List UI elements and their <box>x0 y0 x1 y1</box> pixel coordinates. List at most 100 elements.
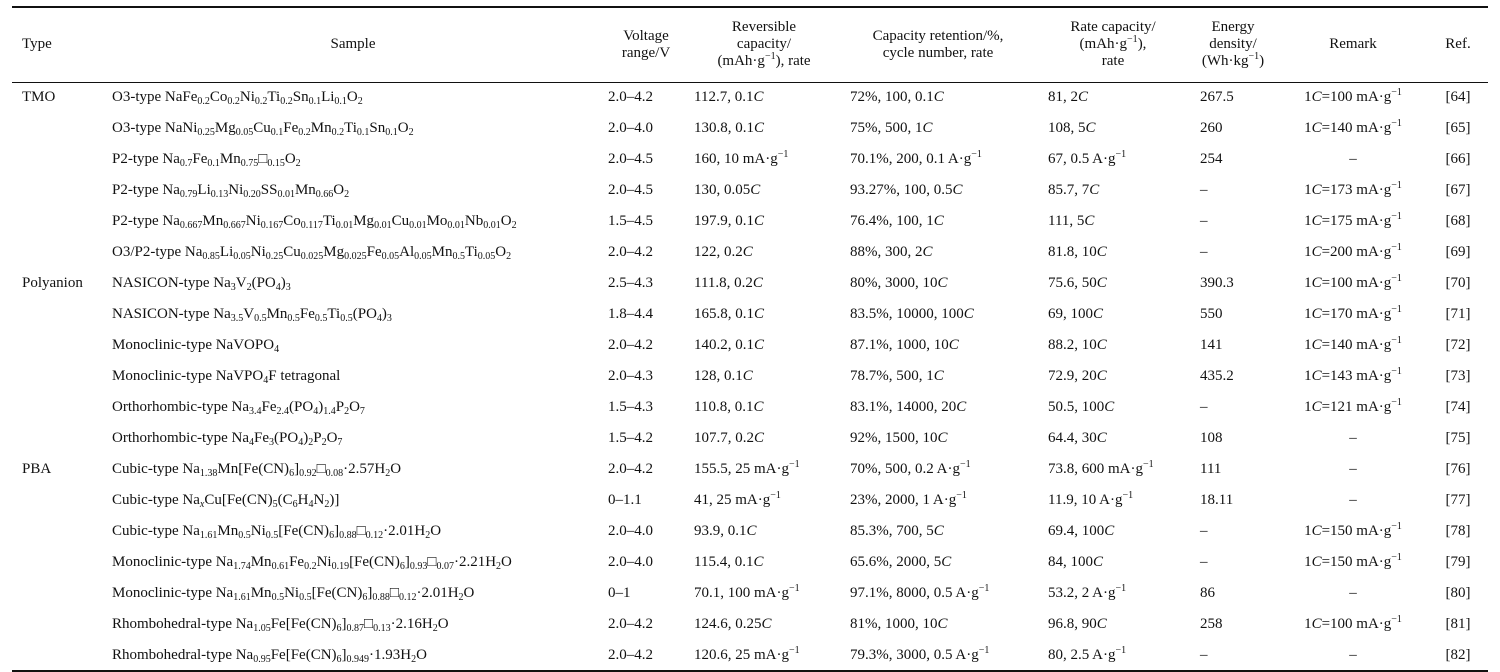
cell-capacity-retention: 87.1%, 1000, 10C <box>850 337 959 353</box>
cell-energy-density: 18.11 <box>1200 492 1234 508</box>
cell-energy-density: – <box>1200 182 1208 198</box>
table-row: Rhombohedral-type Na0.95Fe[Fe(CN)6]0.949… <box>12 640 1488 671</box>
cell-voltage: 0–1.1 <box>608 492 642 508</box>
table-row: Rhombohedral-type Na1.05Fe[Fe(CN)6]0.87□… <box>12 609 1488 640</box>
cell-capacity-retention: 92%, 1500, 10C <box>850 430 948 446</box>
cell-ref: [69] <box>1445 244 1471 260</box>
table-row: PBA Cubic-type Na1.38Mn[Fe(CN)6]0.92□0.08… <box>12 454 1488 485</box>
header-sample: Sample <box>330 36 376 53</box>
cell-sample: Rhombohedral-type Na0.95Fe[Fe(CN)6]0.949… <box>112 646 427 665</box>
table-row: P2-type Na0.7Fe0.1Mn0.75□0.15O2 2.0–4.5 16… <box>12 144 1488 175</box>
cell-capacity-retention: 88%, 300, 2C <box>850 244 933 260</box>
cell-ref: [75] <box>1445 430 1471 446</box>
cell-energy-density: 267.5 <box>1200 89 1234 106</box>
cell-ref: [66] <box>1445 151 1471 167</box>
cell-reversible-capacity: 41, 25 mA·g−1 <box>694 490 781 509</box>
cell-rate-capacity: 81.8, 10C <box>1048 244 1107 260</box>
cell-sample: Monoclinic-type Na1.74Mn0.61Fe0.2Ni0.19[… <box>112 554 512 572</box>
table-row: Polyanion NASICON-type Na3V2(PO4)3 2.5–4.3… <box>12 268 1488 299</box>
cell-type <box>12 516 104 547</box>
cell-sample: NASICON-type Na3V2(PO4)3 <box>112 275 291 293</box>
cell-type <box>12 361 104 392</box>
header-energy-density: Energy density/(Wh·kg−1) <box>1201 19 1265 70</box>
cell-sample: O3/P2-type Na0.85Li0.05Ni0.25Cu0.025Mg0.… <box>112 244 512 262</box>
cell-remark: 1C=170 mA·g−1 <box>1304 304 1402 323</box>
cell-rate-capacity: 75.6, 50C <box>1048 275 1107 291</box>
cell-capacity-retention: 78.7%, 500, 1C <box>850 368 944 384</box>
cell-ref: [73] <box>1445 368 1471 384</box>
cell-voltage: 0–1 <box>608 585 631 601</box>
cell-ref: [74] <box>1445 399 1471 415</box>
cell-rate-capacity: 72.9, 20C <box>1048 368 1107 384</box>
cell-capacity-retention: 76.4%, 100, 1C <box>850 213 944 229</box>
cell-voltage: 2.0–4.2 <box>608 244 653 260</box>
cell-capacity-retention: 75%, 500, 1C <box>850 120 933 136</box>
cell-voltage: 2.0–4.0 <box>608 523 653 539</box>
cell-capacity-retention: 83.5%, 10000, 100C <box>850 306 974 322</box>
cell-rate-capacity: 69, 100C <box>1048 306 1104 322</box>
cell-energy-density: 254 <box>1200 151 1223 167</box>
cell-remark: – <box>1349 646 1357 663</box>
cell-sample: NASICON-type Na3.5V0.5Mn0.5Fe0.5Ti0.5(PO… <box>112 306 392 324</box>
cell-ref: [78] <box>1445 523 1471 539</box>
cell-voltage: 2.0–4.0 <box>608 120 653 136</box>
cell-sample: Monoclinic-type Na1.61Mn0.5Ni0.5[Fe(CN)6… <box>112 585 475 603</box>
cell-energy-density: 86 <box>1200 585 1215 601</box>
cell-reversible-capacity: 197.9, 0.1C <box>694 213 765 229</box>
cell-rate-capacity: 111, 5C <box>1048 213 1095 229</box>
cell-capacity-retention: 70.1%, 200, 0.1 A·g−1 <box>850 149 982 168</box>
cell-ref: [68] <box>1445 213 1471 229</box>
cell-ref: [70] <box>1445 275 1471 291</box>
cell-energy-density: – <box>1200 523 1208 539</box>
cell-type <box>12 640 104 671</box>
cell-type <box>12 206 104 237</box>
cell-voltage: 2.0–4.5 <box>608 182 653 198</box>
table-row: Cubic-type NaxCu[Fe(CN)5(C6H4N2)] 0–1.1 41… <box>12 485 1488 516</box>
cell-ref: [76] <box>1445 461 1471 477</box>
cell-type <box>12 144 104 175</box>
cell-ref: [64] <box>1445 89 1471 106</box>
cell-type <box>12 485 104 516</box>
cell-energy-density: 141 <box>1200 337 1223 353</box>
cell-ref: [71] <box>1445 306 1471 322</box>
cell-rate-capacity: 96.8, 90C <box>1048 616 1107 632</box>
cell-sample: Cubic-type NaxCu[Fe(CN)5(C6H4N2)] <box>112 492 340 510</box>
cell-capacity-retention: 81%, 1000, 10C <box>850 616 948 632</box>
cell-reversible-capacity: 112.7, 0.1C <box>694 89 764 106</box>
cell-type: TMO <box>22 89 56 106</box>
cell-capacity-retention: 80%, 3000, 10C <box>850 275 948 291</box>
cell-capacity-retention: 23%, 2000, 1 A·g−1 <box>850 490 967 509</box>
cell-voltage: 2.0–4.0 <box>608 554 653 570</box>
table-row: Monoclinic-type Na1.61Mn0.5Ni0.5[Fe(CN)6… <box>12 578 1488 609</box>
cell-type <box>12 578 104 609</box>
cathode-materials-table: Type Sample Voltage range/V Reversible cap… <box>12 6 1488 672</box>
header-reversible-capacity: Reversible capacity/(mAh·g−1), rate <box>717 19 811 70</box>
cell-remark: 1C=100 mA·g−1 <box>1304 614 1402 633</box>
cell-type <box>12 175 104 206</box>
cell-capacity-retention: 79.3%, 3000, 0.5 A·g−1 <box>850 644 990 663</box>
cell-remark: 1C=150 mA·g−1 <box>1304 552 1402 571</box>
cell-voltage: 2.0–4.2 <box>608 337 653 353</box>
cell-capacity-retention: 83.1%, 14000, 20C <box>850 399 967 415</box>
cell-reversible-capacity: 124.6, 0.25C <box>694 616 772 632</box>
cell-reversible-capacity: 70.1, 100 mA·g−1 <box>694 583 800 602</box>
cell-ref: [80] <box>1445 585 1471 601</box>
cell-remark: 1C=100 mA·g−1 <box>1304 87 1402 106</box>
cell-voltage: 2.0–4.2 <box>608 89 653 106</box>
cell-energy-density: – <box>1200 244 1208 260</box>
header-remark: Remark <box>1329 36 1377 53</box>
header-rate-capacity: Rate capacity/(mAh·g−1), rate <box>1070 19 1156 70</box>
cell-voltage: 1.5–4.2 <box>608 430 653 446</box>
table-row: Monoclinic-type Na1.74Mn0.61Fe0.2Ni0.19[… <box>12 547 1488 578</box>
table-row: P2-type Na0.79Li0.13Ni0.20SS0.01Mn0.66O2… <box>12 175 1488 206</box>
cell-reversible-capacity: 165.8, 0.1C <box>694 306 765 322</box>
table-row: Cubic-type Na1.61Mn0.5Ni0.5[Fe(CN)6]0.88… <box>12 516 1488 547</box>
cell-rate-capacity: 64.4, 30C <box>1048 430 1107 446</box>
cell-sample: Cubic-type Na1.38Mn[Fe(CN)6]0.92□0.08·2.… <box>112 461 402 479</box>
cell-rate-capacity: 88.2, 10C <box>1048 337 1107 353</box>
cell-sample: O3-type NaNi0.25Mg0.05Cu0.1Fe0.2Mn0.2Ti0… <box>112 120 414 138</box>
cell-rate-capacity: 69.4, 100C <box>1048 523 1115 539</box>
cell-energy-density: 111 <box>1200 461 1222 477</box>
cell-reversible-capacity: 140.2, 0.1C <box>694 337 765 353</box>
cell-reversible-capacity: 130.8, 0.1C <box>694 120 765 136</box>
